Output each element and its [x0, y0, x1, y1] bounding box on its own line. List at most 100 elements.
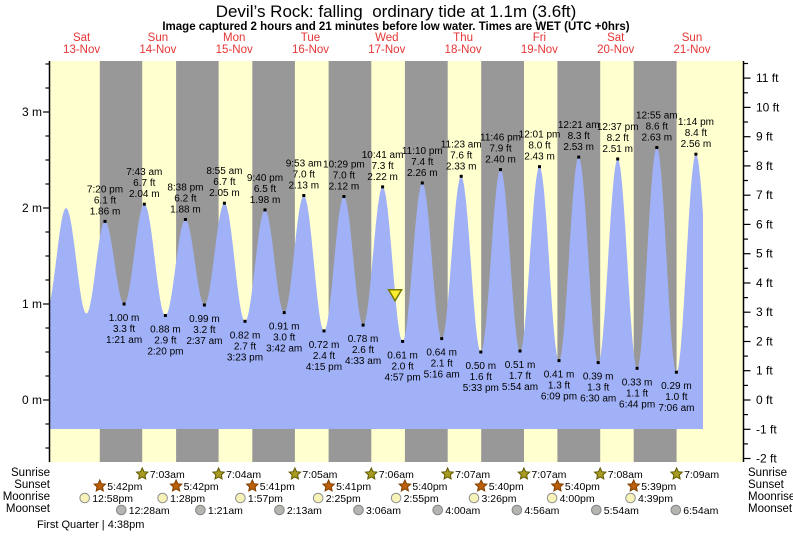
- low-tide-label-line: 1.6 ft: [470, 372, 492, 383]
- high-tide-label-line: 6.2 ft: [174, 194, 196, 205]
- right-axis-tick-label: -2 ft: [756, 452, 777, 466]
- low-tide-point: [361, 323, 365, 327]
- low-tide-point: [635, 366, 639, 370]
- low-tide-point: [674, 370, 678, 374]
- moonset-circle-icon: [195, 504, 206, 516]
- moonrise-time: 2:55pm: [404, 493, 439, 505]
- low-tide-point: [557, 359, 561, 363]
- sunrise-star-icon: [593, 466, 608, 480]
- moonset-row-label-right: Moonset: [748, 503, 793, 515]
- day-date-label: 13-Nov: [63, 44, 100, 56]
- day-date-label: 16-Nov: [292, 44, 329, 56]
- low-tide-label-line: 0.33 m: [622, 377, 653, 388]
- high-tide-label-line: 8.2 ft: [607, 133, 629, 144]
- high-tide-label-line: 7.4 ft: [411, 157, 433, 168]
- high-tide-point: [499, 168, 502, 172]
- low-tide-label-line: 1.00 m: [109, 313, 140, 324]
- sunrise-star-icon: [440, 466, 455, 480]
- high-tide-point: [577, 155, 581, 159]
- low-tide-point: [163, 314, 167, 317]
- low-tide-point: [322, 329, 326, 333]
- low-tide-point: [243, 319, 247, 323]
- high-tide-label-line: 2.13 m: [289, 181, 320, 192]
- low-tide-label-line: 2.9 ft: [154, 336, 176, 347]
- high-tide-point: [459, 174, 463, 178]
- sunrise-row-label-left: Sunrise: [11, 467, 50, 479]
- low-tide-label-line: 1.3 ft: [587, 383, 609, 394]
- low-tide-label-line: 2.7 ft: [234, 341, 256, 352]
- page-subtitle: Image captured 2 hours and 21 minutes be…: [162, 21, 630, 33]
- low-tide-label-line: 5:16 am: [424, 370, 460, 381]
- moonset-circle-icon: [591, 504, 602, 516]
- day-date-label: 15-Nov: [216, 44, 253, 56]
- high-tide-label-line: 1.88 m: [170, 205, 201, 216]
- low-tide-label-line: 0.72 m: [309, 340, 340, 351]
- high-tide-label-line: 9:53 am: [286, 159, 322, 170]
- left-axis-tick-label: 3 m: [22, 105, 42, 119]
- high-tide-label-line: 12:55 am: [636, 111, 678, 122]
- high-tide-label-line: 7:43 am: [126, 167, 162, 178]
- sunset-time: 5:40pm: [412, 481, 447, 493]
- high-tide-label-line: 2.12 m: [329, 182, 360, 193]
- moonset-time: 12:28am: [129, 505, 170, 517]
- moonrise-time: 1:57pm: [248, 493, 283, 505]
- high-tide-label-line: 2.26 m: [407, 168, 438, 179]
- low-tide-label-line: 2.1 ft: [431, 359, 453, 370]
- low-tide-label-line: 3.2 ft: [193, 325, 215, 336]
- low-tide-label-line: 3:23 pm: [227, 352, 263, 363]
- high-tide-label-line: 7.0 ft: [333, 171, 355, 182]
- low-tide-point: [202, 303, 206, 307]
- moonset-circle-icon: [353, 504, 364, 516]
- day-name-label: Wed: [375, 32, 398, 44]
- right-axis-tick-label: 1 ft: [756, 364, 773, 378]
- right-axis-tick-label: 9 ft: [756, 130, 773, 144]
- sunrise-time: 7:06am: [379, 469, 414, 481]
- low-tide-point: [122, 302, 126, 306]
- current-tide-marker-icon: [387, 289, 403, 303]
- low-tide-label-line: 4:57 pm: [385, 372, 421, 383]
- moonrise-circle-icon: [157, 492, 168, 504]
- high-tide-point: [222, 201, 226, 205]
- moonset-time: 5:54am: [604, 505, 639, 517]
- high-tide-label-line: 7:20 pm: [87, 184, 123, 195]
- moonrise-circle-icon: [235, 492, 246, 504]
- low-tide-label-line: 1.7 ft: [509, 371, 531, 382]
- right-axis-tick-label: 10 ft: [756, 100, 780, 114]
- low-tide-label-line: 2:20 pm: [147, 347, 183, 358]
- moonrise-time: 2:25pm: [326, 493, 361, 505]
- low-tide-label-line: 4:33 am: [345, 356, 381, 367]
- right-axis-tick-label: -1 ft: [756, 422, 777, 436]
- high-tide-point: [655, 146, 659, 149]
- moonrise-time: 3:26pm: [482, 493, 517, 505]
- right-axis-tick-label: 6 ft: [756, 217, 773, 231]
- low-tide-point: [518, 349, 522, 353]
- sunset-time: 5:40pm: [489, 481, 524, 493]
- low-tide-label-line: 0.78 m: [348, 334, 379, 345]
- low-tide-label-line: 0.88 m: [150, 325, 181, 336]
- high-tide-label-line: 11:46 pm: [480, 133, 521, 144]
- low-tide-label-line: 0.99 m: [189, 314, 220, 325]
- sunset-row-label-right: Sunset: [748, 479, 784, 491]
- moonset-time: 1:21am: [208, 505, 243, 517]
- high-tide-point: [694, 152, 698, 156]
- low-tide-label-line: 1.3 ft: [548, 381, 570, 392]
- moonset-circle-icon: [670, 504, 682, 516]
- day-date-label: 18-Nov: [445, 44, 482, 56]
- day-name-label: Sat: [73, 32, 91, 44]
- sunset-time: 5:41pm: [260, 481, 295, 493]
- low-tide-label-line: 7:06 am: [658, 403, 694, 414]
- high-tide-label-line: 6.7 ft: [133, 178, 155, 189]
- moonrise-circle-icon: [312, 492, 324, 504]
- high-tide-label-line: 2.56 m: [681, 139, 712, 150]
- low-tide-label-line: 2:37 am: [186, 336, 222, 347]
- moonrise-time: 4:00pm: [560, 493, 595, 505]
- high-tide-point: [103, 219, 107, 223]
- moonrise-circle-icon: [546, 492, 558, 504]
- moonset-time: 3:06am: [366, 505, 401, 517]
- sunrise-time: 7:05am: [302, 469, 337, 481]
- sunset-row-label-left: Sunset: [14, 479, 50, 491]
- low-tide-point: [282, 311, 286, 315]
- right-axis-tick-label: 2 ft: [756, 334, 773, 348]
